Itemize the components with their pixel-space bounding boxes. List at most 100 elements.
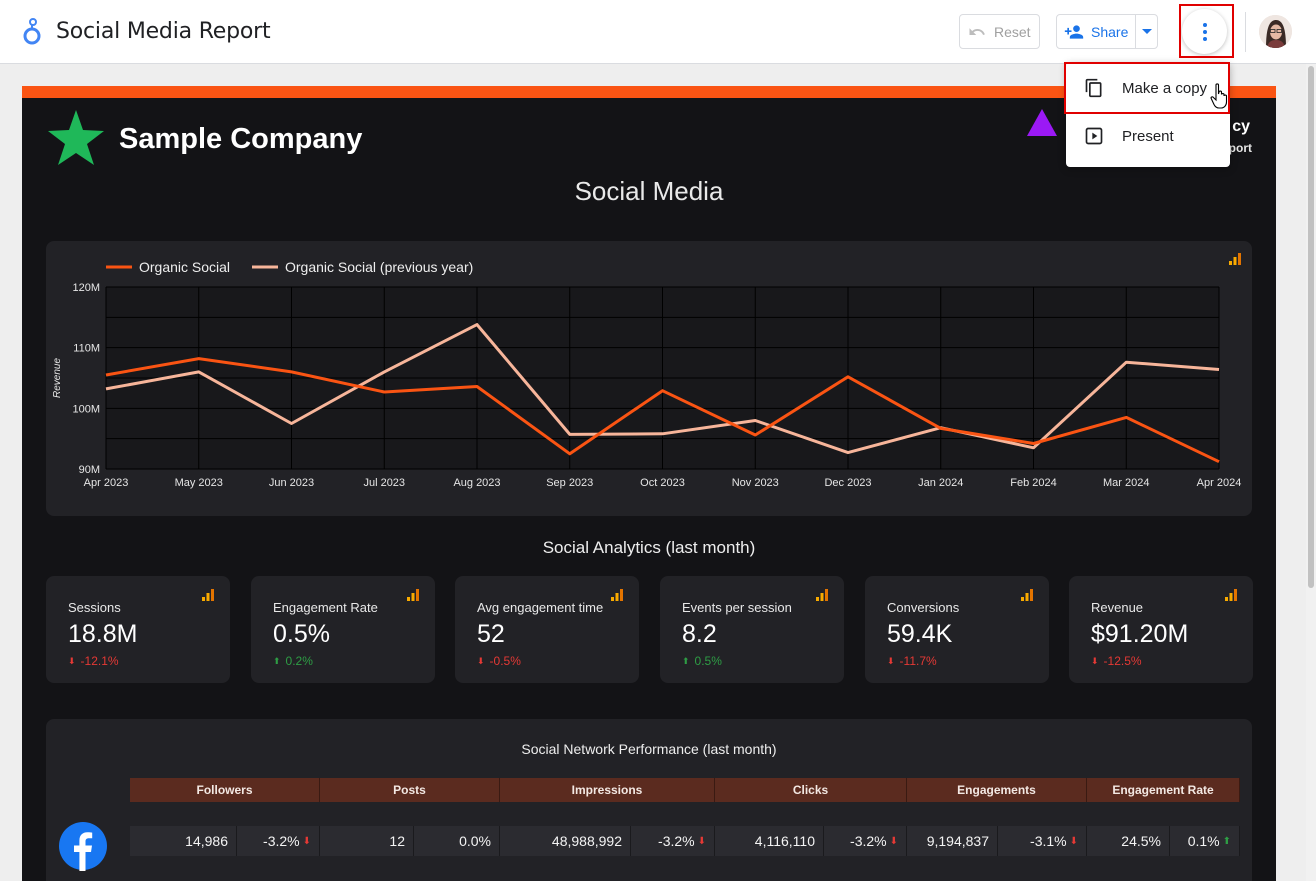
x-tick-label: Oct 2023 [640,477,685,489]
legend-label: Organic Social [139,259,230,275]
kpi-delta-value: 0.5% [694,654,722,668]
analytics-title: Social Analytics (last month) [542,538,756,557]
undo-icon [969,27,985,35]
kpi-delta-value: -11.7% [899,654,937,668]
table-cell-value: 48,988,992 [500,826,631,856]
analytics-icon [611,589,623,601]
x-tick-label: Jun 2023 [269,477,314,489]
arrow-down-icon: ⬇ [477,655,485,666]
kpi-delta: ⬇ -0.5% [477,654,521,668]
menu-item-label: Present [1122,127,1174,145]
table-header: Followers Posts Impressions Clicks Engagemen… [130,778,1240,802]
triangle-logo-icon [1027,109,1057,136]
x-tick-label: Jan 2024 [918,477,963,489]
reset-button[interactable]: Reset [959,14,1040,49]
top-bar: Social Media Report Reset Share [0,0,1316,64]
kpi-card[interactable]: Conversions 59.4K ⬇ -11.7% [865,576,1049,683]
table-cell-delta: 0.1% ⬆ [1170,826,1240,856]
column-header[interactable]: Engagements [907,778,1087,802]
table-cell-delta: -3.1% ⬇ [998,826,1087,856]
delta-value: -3.1% [1030,833,1067,849]
arrow-down-icon: ⬇ [889,835,898,847]
present-icon [1085,127,1103,145]
x-tick-label: Apr 2024 [1197,477,1242,489]
more-options-button[interactable] [1182,9,1227,54]
copy-icon [1085,78,1102,98]
column-header[interactable]: Impressions [500,778,715,802]
looker-studio-logo-icon[interactable] [20,16,44,48]
share-label: Share [1091,23,1129,40]
kpi-value: $91.20M [1091,620,1189,648]
delta-value: -3.2% [263,833,300,849]
x-tick-label: Mar 2024 [1103,477,1149,489]
analytics-icon [1229,253,1241,265]
scrollbar[interactable] [1306,64,1316,881]
y-axis-label: Revenue [52,358,63,398]
highlight-box [1179,4,1234,58]
hand-cursor-icon [1210,83,1228,109]
more-vert-icon [1202,22,1207,41]
report-title[interactable]: Social Media Report [56,19,271,44]
kpi-value: 59.4K [887,620,953,648]
revenue-chart-card[interactable]: 90M 100M 110M 120M Apr 2023 May 2023 Jun 2023 J… [46,241,1252,516]
kpi-label: Avg engagement time [477,600,604,615]
kpi-delta-value: -12.5% [1103,654,1142,668]
avatar[interactable] [1259,15,1292,48]
kpi-card[interactable]: Revenue $91.20M ⬇ -12.5% [1069,576,1253,683]
arrow-down-icon: ⬇ [302,835,311,847]
kpi-card[interactable]: Events per session 8.2 ⬆ 0.5% [660,576,844,683]
table-cell-delta: -3.2% ⬇ [237,826,320,856]
table-cell-delta: -3.2% ⬇ [631,826,715,856]
menu-item-present[interactable]: Present [1066,112,1230,160]
table-cell-delta: 0.0% [414,826,500,856]
x-tick-label: Nov 2023 [732,477,779,489]
agency-subtitle: port [1228,141,1252,155]
column-header[interactable]: Posts [320,778,500,802]
arrow-down-icon: ⬇ [697,835,706,847]
user-photo-icon [1259,15,1292,48]
analytics-icon [816,589,828,601]
table-cell-value: 24.5% [1087,826,1170,856]
kpi-value: 8.2 [682,620,717,648]
x-tick-label: Jul 2023 [363,477,405,489]
x-tick-label: Aug 2023 [453,477,500,489]
kpi-card[interactable]: Avg engagement time 52 ⬇ -0.5% [455,576,639,683]
more-options-menu: Make a copy Present [1066,62,1230,167]
table-cell-value: 4,116,110 [715,826,824,856]
star-logo-icon [48,110,104,165]
delta-value: 0.1% [1187,833,1220,849]
arrow-down-icon: ⬇ [1069,835,1078,847]
share-options-button[interactable] [1136,15,1157,48]
kpi-card[interactable]: Sessions 18.8M ⬇ -12.1% [46,576,230,683]
network-performance-card[interactable]: Social Network Performance (last month) … [46,719,1252,881]
share-button[interactable]: Share [1056,14,1158,49]
scrollbar-thumb[interactable] [1308,66,1314,588]
kpi-value: 0.5% [273,620,330,648]
series-line [105,323,1220,455]
kpi-card[interactable]: Engagement Rate 0.5% ⬆ 0.2% [251,576,435,683]
report-heading: Social Media [574,176,724,206]
table-row[interactable]: 14,986 -3.2% ⬇ 12 0.0% 48,988,992 -3.2% ⬇ 4,116,… [130,826,1240,856]
menu-item-make-copy[interactable]: Make a copy [1066,64,1230,112]
share-main[interactable]: Share [1057,15,1137,48]
kpi-delta: ⬇ -12.5% [1091,654,1142,668]
delta-value: -3.2% [850,833,887,849]
y-tick-label: 100M [72,403,100,415]
kpi-delta: ⬆ 0.2% [273,654,313,668]
kpi-delta: ⬇ -11.7% [887,654,937,668]
divider [1245,12,1246,52]
accent-bar [22,86,1276,98]
agency-name: cy [1232,118,1250,135]
column-header[interactable]: Clicks [715,778,907,802]
kpi-label: Events per session [682,600,792,615]
revenue-line-chart[interactable]: 90M 100M 110M 120M Apr 2023 May 2023 Jun 2023 J… [46,241,1252,516]
arrow-up-icon: ⬆ [273,655,281,666]
x-tick-label: Feb 2024 [1010,477,1056,489]
kpi-delta-value: 0.2% [285,654,313,668]
reset-label: Reset [994,23,1031,40]
column-header[interactable]: Followers [130,778,320,802]
menu-item-label: Make a copy [1122,79,1208,97]
arrow-down-icon: ⬇ [68,655,76,666]
kpi-delta-value: -12.1% [80,654,119,668]
column-header[interactable]: Engagement Rate [1087,778,1240,802]
